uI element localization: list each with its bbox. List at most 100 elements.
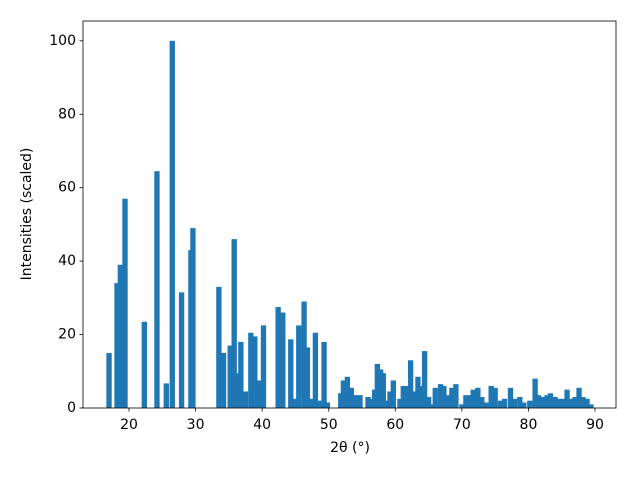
bar (154, 171, 160, 408)
bar (260, 325, 267, 408)
bar (475, 387, 481, 408)
bar (584, 398, 590, 408)
bar (252, 336, 258, 408)
bar (234, 373, 241, 408)
bar (352, 395, 359, 408)
y-tick-label: 80 (58, 106, 76, 122)
bar (227, 345, 233, 408)
bar (521, 402, 527, 408)
bar (190, 228, 196, 408)
bar (122, 198, 128, 408)
bar (387, 391, 393, 408)
bar (441, 385, 447, 408)
x-tick-label: 40 (253, 417, 271, 433)
bar (114, 283, 120, 408)
plot-frame (82, 20, 617, 409)
bar (368, 398, 374, 408)
bar (178, 292, 185, 408)
y-tick-label: 60 (58, 180, 76, 196)
bar (432, 387, 438, 408)
bar (580, 396, 586, 408)
bar (238, 341, 244, 408)
bar (421, 351, 428, 408)
bar (383, 400, 389, 408)
bar (552, 396, 558, 408)
x-tick-label: 70 (453, 417, 471, 433)
bar (407, 360, 414, 408)
bar (576, 387, 582, 408)
bar (292, 398, 299, 408)
bar (501, 398, 508, 408)
bar (231, 239, 237, 408)
bar (390, 380, 396, 408)
bar (357, 395, 363, 408)
bar (517, 396, 523, 408)
y-axis-label: Intensities (scaled) (19, 148, 35, 281)
bar (560, 398, 566, 408)
y-tick-label: 40 (58, 253, 76, 269)
bar (419, 385, 425, 408)
bar (540, 396, 546, 408)
bar (564, 389, 570, 408)
bar (429, 404, 435, 408)
bar (216, 286, 222, 408)
bar (403, 385, 409, 408)
x-axis-label: 2θ (°) (330, 440, 370, 456)
bar (568, 398, 574, 408)
bar (324, 402, 331, 408)
bar (437, 384, 444, 408)
y-tick-label: 100 (49, 33, 76, 49)
bar (535, 395, 542, 408)
bar (572, 396, 578, 408)
bar (507, 387, 514, 408)
bar (397, 398, 403, 408)
bar (220, 352, 227, 408)
x-tick-label: 50 (320, 417, 338, 433)
x-tick-label: 80 (520, 417, 538, 433)
bar (296, 325, 302, 408)
bar (445, 395, 452, 408)
x-tick-label: 20 (120, 417, 138, 433)
x-tick-label: 30 (187, 417, 205, 433)
bar (348, 387, 355, 408)
bar (163, 383, 169, 408)
bar (312, 332, 319, 408)
bar (479, 396, 485, 408)
bar (169, 40, 175, 408)
bar (106, 352, 112, 408)
bar (449, 387, 455, 408)
bar (380, 373, 386, 408)
bar (588, 404, 594, 408)
bar (483, 402, 489, 408)
bar (117, 264, 124, 408)
bar (415, 376, 421, 408)
bar (374, 363, 380, 408)
y-tick-label: 0 (67, 400, 76, 416)
bar (453, 384, 459, 408)
bar (467, 395, 473, 408)
bar (248, 332, 254, 408)
bar (425, 396, 432, 408)
bar (280, 312, 286, 408)
bar (459, 404, 465, 408)
bar (532, 378, 538, 408)
bar (365, 396, 371, 408)
bar (275, 307, 281, 408)
bar (411, 391, 417, 408)
y-tick-label: 20 (58, 327, 76, 343)
bar (492, 387, 498, 408)
bar (527, 400, 533, 408)
bar (321, 341, 327, 408)
bar (301, 301, 307, 408)
x-tick-label: 90 (586, 417, 604, 433)
bar (304, 347, 311, 408)
bar (256, 380, 262, 408)
bar (488, 385, 494, 408)
bar (497, 400, 504, 408)
bar (141, 321, 147, 408)
bar (288, 339, 294, 408)
bar (316, 400, 323, 408)
bar (463, 395, 469, 408)
bar (340, 380, 347, 408)
